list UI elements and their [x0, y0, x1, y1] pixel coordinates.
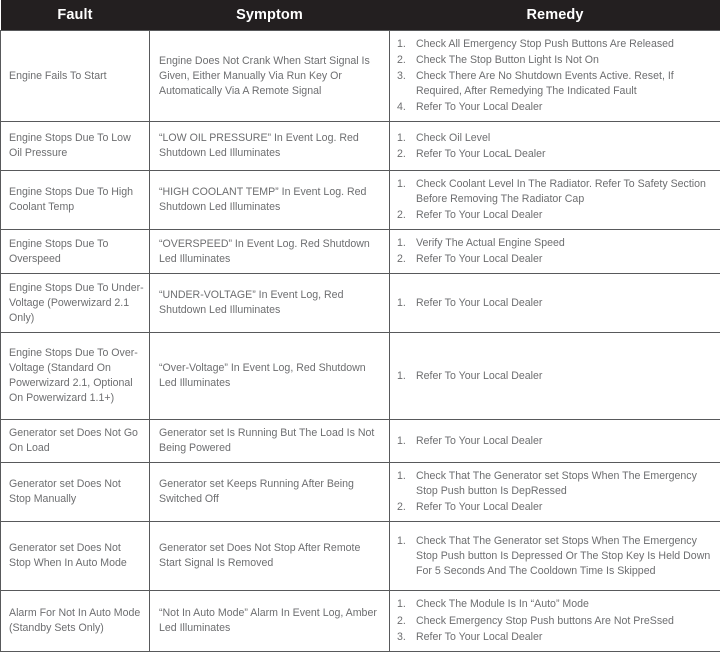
remedy-list: Refer To Your Local Dealer — [397, 296, 714, 311]
cell-remedy: Check That The Generator set Stops When … — [390, 522, 720, 591]
cell-symptom: Generator set Does Not Stop After Remote… — [150, 522, 390, 591]
remedy-item: Check Oil Level — [397, 131, 714, 146]
table-row: Engine Stops Due To Under-Voltage (Power… — [1, 274, 720, 333]
symptom-text: Generator set Is Running But The Load Is… — [159, 426, 383, 456]
cell-fault: Engine Stops Due To Over-Voltage (Standa… — [1, 333, 150, 420]
remedy-list: Check That The Generator set Stops When … — [397, 534, 714, 579]
fault-text: Generator set Does Not Stop When In Auto… — [9, 541, 145, 571]
remedy-item: Refer To Your Local Dealer — [397, 369, 714, 384]
cell-fault: Alarm For Not In Auto Mode (Standby Sets… — [1, 591, 150, 651]
remedy-item: Check Emergency Stop Push buttons Are No… — [397, 614, 714, 629]
remedy-list: Check Coolant Level In The Radiator. Ref… — [397, 177, 714, 223]
remedy-item: Check The Stop Button Light Is Not On — [397, 53, 714, 68]
remedy-item: Verify The Actual Engine Speed — [397, 236, 714, 251]
remedy-item: Check Coolant Level In The Radiator. Ref… — [397, 177, 714, 207]
table-row: Generator set Does Not Go On Load Generat… — [1, 420, 720, 463]
table-body: Engine Fails To Start Engine Does Not Cra… — [1, 31, 720, 652]
fault-text: Engine Stops Due To High Coolant Temp — [9, 185, 145, 215]
fault-text: Engine Stops Due To Low Oil Pressure — [9, 131, 145, 161]
table-row: Engine Stops Due To Over-Voltage (Standa… — [1, 333, 720, 420]
remedy-list: Check All Emergency Stop Push Buttons Ar… — [397, 37, 714, 115]
cell-symptom: Engine Does Not Crank When Start Signal … — [150, 31, 390, 122]
fault-text: Engine Stops Due To Overspeed — [9, 237, 145, 267]
remedy-item: Refer To Your Local Dealer — [397, 296, 714, 311]
remedy-item: Refer To Your Local Dealer — [397, 500, 714, 515]
cell-fault: Generator set Does Not Stop When In Auto… — [1, 522, 150, 591]
cell-remedy: Check That The Generator set Stops When … — [390, 463, 720, 522]
cell-remedy: Check The Module Is In “Auto” Mode Check … — [390, 591, 720, 651]
symptom-text: Generator set Keeps Running After Being … — [159, 477, 383, 507]
remedy-list: Refer To Your Local Dealer — [397, 434, 714, 449]
remedy-item: Refer To Your Local Dealer — [397, 208, 714, 223]
symptom-text: “UNDER-VOLTAGE” In Event Log, Red Shutdo… — [159, 288, 383, 318]
remedy-item: Refer To Your Local Dealer — [397, 100, 714, 115]
cell-fault: Generator set Does Not Go On Load — [1, 420, 150, 463]
symptom-text: Generator set Does Not Stop After Remote… — [159, 541, 383, 571]
cell-fault: Engine Fails To Start — [1, 31, 150, 122]
table-row: Generator set Does Not Stop When In Auto… — [1, 522, 720, 591]
symptom-text: “HIGH COOLANT TEMP” In Event Log. Red Sh… — [159, 185, 383, 215]
cell-symptom: “OVERSPEED” In Event Log. Red Shutdown L… — [150, 230, 390, 274]
remedy-list: Check The Module Is In “Auto” Mode Check … — [397, 597, 714, 644]
cell-symptom: Generator set Is Running But The Load Is… — [150, 420, 390, 463]
table-header-row: Fault Symptom Remedy — [1, 0, 720, 31]
cell-remedy: Check Coolant Level In The Radiator. Ref… — [390, 171, 720, 230]
fault-text: Generator set Does Not Go On Load — [9, 426, 145, 456]
table-header: Fault Symptom Remedy — [1, 0, 720, 31]
cell-remedy: Refer To Your Local Dealer — [390, 274, 720, 333]
column-header-symptom: Symptom — [150, 0, 390, 31]
table-row: Engine Stops Due To Overspeed “OVERSPEED”… — [1, 230, 720, 274]
cell-fault: Engine Stops Due To Low Oil Pressure — [1, 122, 150, 171]
cell-symptom: Generator set Keeps Running After Being … — [150, 463, 390, 522]
cell-remedy: Check All Emergency Stop Push Buttons Ar… — [390, 31, 720, 122]
table-row: Engine Fails To Start Engine Does Not Cra… — [1, 31, 720, 122]
cell-remedy: Refer To Your Local Dealer — [390, 333, 720, 420]
remedy-item: Check There Are No Shutdown Events Activ… — [397, 69, 714, 99]
remedy-item: Refer To Your Local Dealer — [397, 434, 714, 449]
cell-fault: Engine Stops Due To Under-Voltage (Power… — [1, 274, 150, 333]
cell-symptom: “LOW OIL PRESSURE” In Event Log. Red Shu… — [150, 122, 390, 171]
remedy-item: Refer To Your LocaL Dealer — [397, 147, 714, 162]
remedy-list: Refer To Your Local Dealer — [397, 369, 714, 384]
cell-fault: Engine Stops Due To High Coolant Temp — [1, 171, 150, 230]
fault-text: Engine Fails To Start — [9, 69, 145, 84]
cell-symptom: “Over-Voltage” In Event Log, Red Shutdow… — [150, 333, 390, 420]
symptom-text: “LOW OIL PRESSURE” In Event Log. Red Shu… — [159, 131, 383, 161]
remedy-item: Refer To Your Local Dealer — [397, 252, 714, 267]
cell-symptom: “UNDER-VOLTAGE” In Event Log, Red Shutdo… — [150, 274, 390, 333]
table-row: Alarm For Not In Auto Mode (Standby Sets… — [1, 591, 720, 651]
remedy-item: Check The Module Is In “Auto” Mode — [397, 597, 714, 612]
fault-text: Generator set Does Not Stop Manually — [9, 477, 145, 507]
remedy-item: Check That The Generator set Stops When … — [397, 534, 714, 579]
cell-remedy: Refer To Your Local Dealer — [390, 420, 720, 463]
cell-fault: Generator set Does Not Stop Manually — [1, 463, 150, 522]
column-header-fault: Fault — [1, 0, 150, 31]
cell-symptom: “HIGH COOLANT TEMP” In Event Log. Red Sh… — [150, 171, 390, 230]
table-row: Engine Stops Due To Low Oil Pressure “LOW… — [1, 122, 720, 171]
fault-text: Engine Stops Due To Over-Voltage (Standa… — [9, 346, 145, 406]
fault-text: Engine Stops Due To Under-Voltage (Power… — [9, 281, 145, 326]
remedy-item: Check That The Generator set Stops When … — [397, 469, 714, 499]
symptom-text: “Over-Voltage” In Event Log, Red Shutdow… — [159, 361, 383, 391]
remedy-list: Check That The Generator set Stops When … — [397, 469, 714, 515]
cell-symptom: “Not In Auto Mode” Alarm In Event Log, A… — [150, 591, 390, 651]
column-header-remedy: Remedy — [390, 0, 720, 31]
symptom-text: Engine Does Not Crank When Start Signal … — [159, 54, 383, 99]
remedy-item: Check All Emergency Stop Push Buttons Ar… — [397, 37, 714, 52]
symptom-text: “OVERSPEED” In Event Log. Red Shutdown L… — [159, 237, 383, 267]
table-row: Generator set Does Not Stop Manually Gene… — [1, 463, 720, 522]
cell-fault: Engine Stops Due To Overspeed — [1, 230, 150, 274]
table-row: Engine Stops Due To High Coolant Temp “HI… — [1, 171, 720, 230]
